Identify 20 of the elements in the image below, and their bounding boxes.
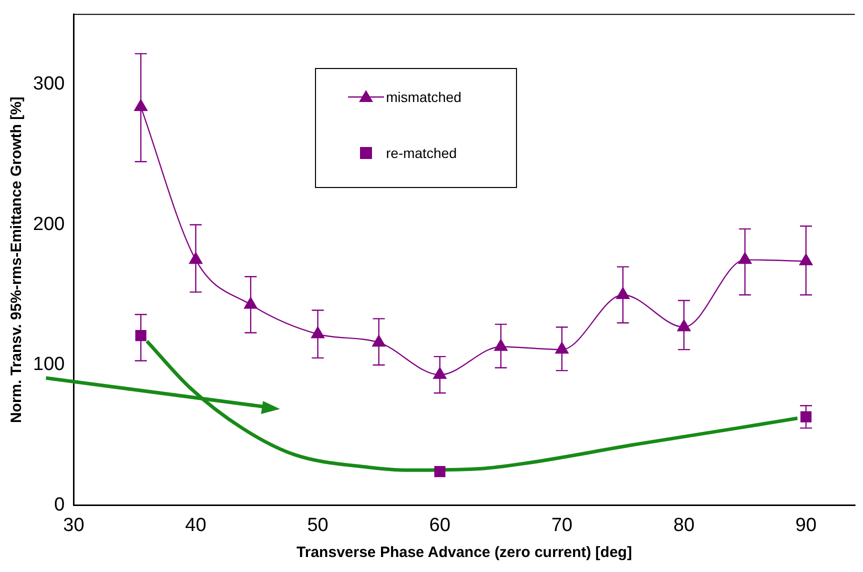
y-tick-label: 300 xyxy=(33,74,65,95)
y-tick-label: 0 xyxy=(54,494,65,516)
x-tick-label: 60 xyxy=(429,514,450,536)
legend-label: re-matched xyxy=(386,145,457,161)
point xyxy=(800,411,812,422)
y-axis-title: Norm. Transv. 95%-rms-Emittance Growth [%] xyxy=(8,96,26,424)
point xyxy=(494,339,508,351)
y-tick-label: 200 xyxy=(33,214,65,235)
point xyxy=(434,466,446,478)
x-tick-label: 90 xyxy=(795,514,817,536)
x-tick-label: 50 xyxy=(307,514,328,536)
legend-label: mismatched xyxy=(386,89,462,105)
x-tick-label: 80 xyxy=(673,514,695,536)
y-tick-label: 100 xyxy=(33,354,65,376)
point xyxy=(799,254,813,266)
point xyxy=(738,252,752,264)
x-tick-label: 30 xyxy=(63,514,84,536)
x-axis-title: Transverse Phase Advance (zero current) [deg] xyxy=(296,544,632,562)
x-tick-label: 40 xyxy=(185,514,206,536)
x-tick-label: 70 xyxy=(551,514,572,536)
